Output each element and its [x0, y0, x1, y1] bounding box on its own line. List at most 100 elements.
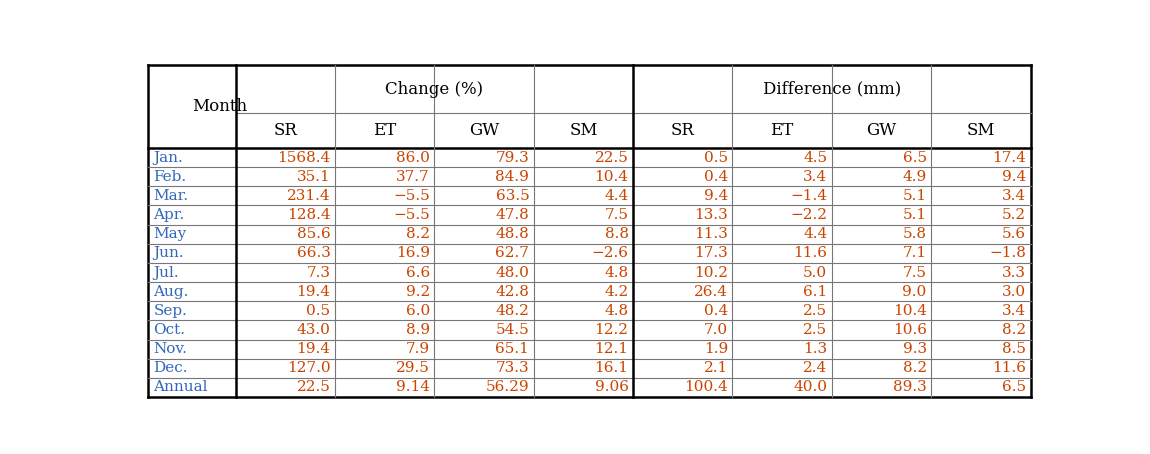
Text: ET: ET	[770, 122, 793, 139]
Text: GW: GW	[866, 122, 897, 139]
Text: 8.2: 8.2	[406, 227, 430, 241]
Text: 73.3: 73.3	[496, 361, 529, 375]
Text: 43.0: 43.0	[297, 323, 330, 337]
Text: Dec.: Dec.	[154, 361, 189, 375]
Text: 2.5: 2.5	[803, 323, 827, 337]
Text: 4.8: 4.8	[605, 304, 629, 318]
Text: 2.5: 2.5	[803, 304, 827, 318]
Text: Aug.: Aug.	[154, 285, 189, 299]
Text: 65.1: 65.1	[496, 342, 529, 356]
Text: 17.3: 17.3	[695, 247, 728, 261]
Text: SM: SM	[967, 122, 995, 139]
Text: ET: ET	[373, 122, 397, 139]
Text: 48.8: 48.8	[496, 227, 529, 241]
Text: 17.4: 17.4	[992, 151, 1026, 164]
Text: 84.9: 84.9	[496, 170, 529, 184]
Text: 86.0: 86.0	[396, 151, 430, 164]
Text: 3.4: 3.4	[1002, 189, 1026, 203]
Text: 7.1: 7.1	[903, 247, 927, 261]
Text: 16.9: 16.9	[396, 247, 430, 261]
Text: Mar.: Mar.	[154, 189, 189, 203]
Text: 8.2: 8.2	[1002, 323, 1026, 337]
Text: 22.5: 22.5	[297, 380, 330, 395]
Text: 29.5: 29.5	[396, 361, 430, 375]
Text: 9.4: 9.4	[704, 189, 728, 203]
Text: 4.2: 4.2	[605, 285, 629, 299]
Text: SM: SM	[569, 122, 598, 139]
Text: 128.4: 128.4	[286, 208, 330, 222]
Text: SR: SR	[274, 122, 297, 139]
Text: 37.7: 37.7	[397, 170, 430, 184]
Text: 6.6: 6.6	[406, 266, 430, 280]
Text: 4.8: 4.8	[605, 266, 629, 280]
Text: 4.5: 4.5	[803, 151, 827, 164]
Text: 11.6: 11.6	[793, 247, 827, 261]
Text: 48.0: 48.0	[496, 266, 529, 280]
Text: 16.1: 16.1	[595, 361, 629, 375]
Text: Feb.: Feb.	[154, 170, 186, 184]
Text: Jul.: Jul.	[154, 266, 179, 280]
Text: 12.2: 12.2	[595, 323, 629, 337]
Text: 0.5: 0.5	[306, 304, 330, 318]
Text: 54.5: 54.5	[496, 323, 529, 337]
Text: −5.5: −5.5	[393, 189, 430, 203]
Text: Jun.: Jun.	[154, 247, 184, 261]
Text: 35.1: 35.1	[297, 170, 330, 184]
Text: 7.9: 7.9	[406, 342, 430, 356]
Text: 7.3: 7.3	[307, 266, 330, 280]
Text: Difference (mm): Difference (mm)	[762, 80, 900, 98]
Text: Sep.: Sep.	[154, 304, 187, 318]
Text: 47.8: 47.8	[496, 208, 529, 222]
Text: 0.4: 0.4	[704, 170, 728, 184]
Text: 8.8: 8.8	[605, 227, 629, 241]
Text: 42.8: 42.8	[496, 285, 529, 299]
Text: 66.3: 66.3	[297, 247, 330, 261]
Text: 63.5: 63.5	[496, 189, 529, 203]
Text: −2.2: −2.2	[790, 208, 827, 222]
Text: 6.5: 6.5	[1002, 380, 1026, 395]
Text: 2.1: 2.1	[704, 361, 728, 375]
Text: 7.5: 7.5	[605, 208, 629, 222]
Text: 22.5: 22.5	[595, 151, 629, 164]
Text: 6.1: 6.1	[803, 285, 827, 299]
Text: 8.2: 8.2	[903, 361, 927, 375]
Text: Apr.: Apr.	[154, 208, 185, 222]
Text: 7.0: 7.0	[704, 323, 728, 337]
Text: Jan.: Jan.	[154, 151, 183, 164]
Text: 231.4: 231.4	[286, 189, 330, 203]
Text: SR: SR	[670, 122, 695, 139]
Text: 3.4: 3.4	[803, 170, 827, 184]
Text: 4.4: 4.4	[803, 227, 827, 241]
Text: May: May	[154, 227, 186, 241]
Text: GW: GW	[469, 122, 499, 139]
Text: 8.9: 8.9	[406, 323, 430, 337]
Text: 19.4: 19.4	[297, 285, 330, 299]
Text: 10.4: 10.4	[595, 170, 629, 184]
Text: 6.0: 6.0	[406, 304, 430, 318]
Text: 56.29: 56.29	[485, 380, 529, 395]
Text: 4.4: 4.4	[605, 189, 629, 203]
Text: 3.0: 3.0	[1002, 285, 1026, 299]
Text: 9.14: 9.14	[396, 380, 430, 395]
Text: 26.4: 26.4	[693, 285, 728, 299]
Text: 9.0: 9.0	[903, 285, 927, 299]
Text: 11.6: 11.6	[992, 361, 1026, 375]
Text: 10.6: 10.6	[892, 323, 927, 337]
Text: 3.3: 3.3	[1002, 266, 1026, 280]
Text: 100.4: 100.4	[684, 380, 728, 395]
Text: 3.4: 3.4	[1002, 304, 1026, 318]
Text: 5.8: 5.8	[903, 227, 927, 241]
Text: Oct.: Oct.	[154, 323, 185, 337]
Text: 5.6: 5.6	[1002, 227, 1026, 241]
Text: 5.0: 5.0	[803, 266, 827, 280]
Text: 0.5: 0.5	[704, 151, 728, 164]
Text: 62.7: 62.7	[496, 247, 529, 261]
Text: 9.3: 9.3	[903, 342, 927, 356]
Text: 85.6: 85.6	[297, 227, 330, 241]
Text: Annual: Annual	[154, 380, 208, 395]
Text: Nov.: Nov.	[154, 342, 187, 356]
Text: 8.5: 8.5	[1002, 342, 1026, 356]
Text: 10.4: 10.4	[892, 304, 927, 318]
Text: 13.3: 13.3	[695, 208, 728, 222]
Text: 2.4: 2.4	[803, 361, 827, 375]
